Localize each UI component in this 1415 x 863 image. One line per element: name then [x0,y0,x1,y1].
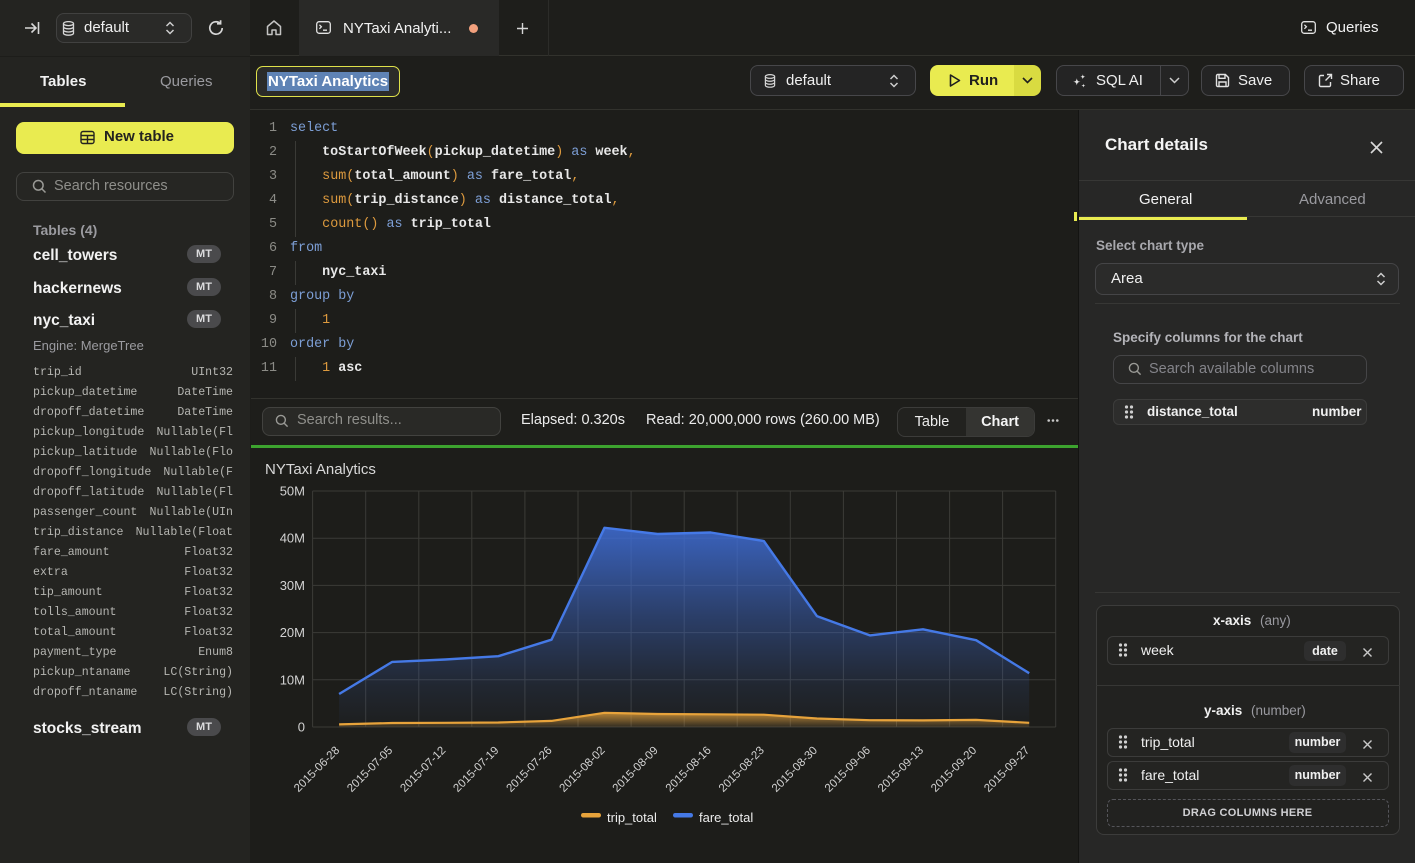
svg-text:30M: 30M [280,578,305,593]
svg-text:2015-07-05: 2015-07-05 [345,745,395,795]
svg-text:20M: 20M [280,625,305,640]
svg-text:2015-08-16: 2015-08-16 [664,745,714,795]
svg-text:NYTaxi Analytics: NYTaxi Analytics [265,461,376,478]
svg-text:2015-09-20: 2015-09-20 [929,745,979,795]
svg-text:2015-08-30: 2015-08-30 [770,745,820,795]
svg-text:40M: 40M [280,531,305,546]
svg-text:2015-06-28: 2015-06-28 [292,745,342,795]
svg-text:50M: 50M [280,484,305,499]
svg-text:0: 0 [298,720,305,735]
svg-text:2015-07-26: 2015-07-26 [505,745,555,795]
svg-text:2015-08-02: 2015-08-02 [558,745,608,795]
svg-text:2015-07-19: 2015-07-19 [451,745,501,795]
svg-text:2015-09-06: 2015-09-06 [823,745,873,795]
svg-text:2015-09-13: 2015-09-13 [876,745,926,795]
svg-text:trip_total: trip_total [607,810,657,825]
svg-text:2015-09-27: 2015-09-27 [982,745,1032,795]
svg-text:2015-07-12: 2015-07-12 [398,745,448,795]
svg-text:10M: 10M [280,672,305,687]
svg-text:2015-08-09: 2015-08-09 [611,745,661,795]
svg-text:2015-08-23: 2015-08-23 [717,745,767,795]
svg-text:fare_total: fare_total [699,810,753,825]
